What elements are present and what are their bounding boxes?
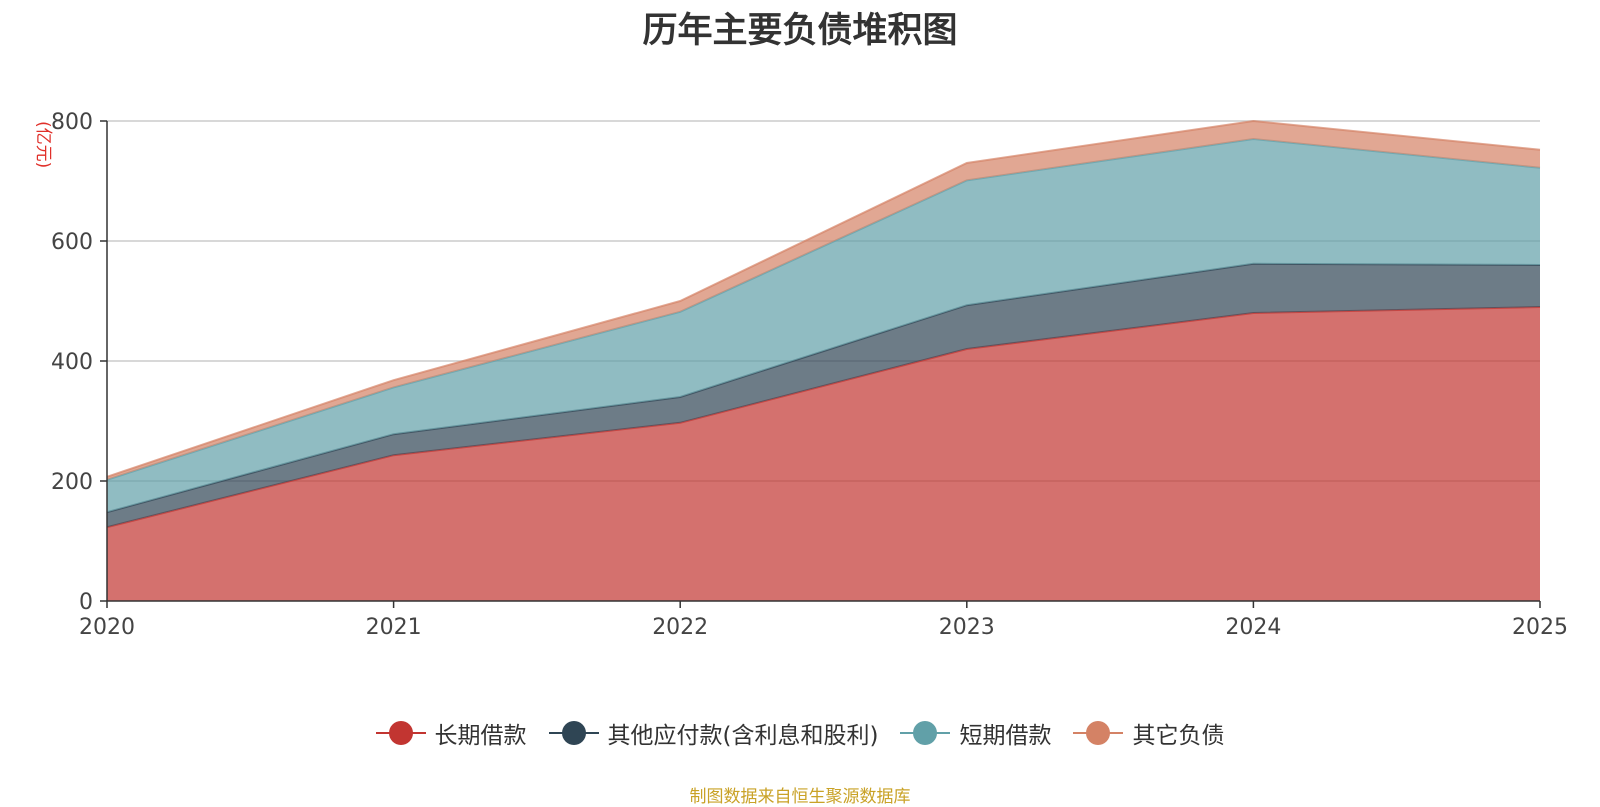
area-series-1 [107,263,1540,528]
legend-label: 长期借款 [434,723,527,749]
area-series-line-3 [106,119,1541,478]
x-tick-label: 2020 [79,615,135,640]
area-series-2 [107,139,1540,513]
x-tick-label: 2024 [1225,615,1281,640]
legend-marker-icon [900,720,951,746]
y-tick-label: 200 [51,470,93,495]
chart-title: 历年主要负债堆积图 [642,11,958,51]
source-note: 制图数据来自恒生聚源数据库 [689,787,911,807]
legend-marker-icon [375,720,426,746]
axis-layer: 0 200 400 600 800 2020 2021 2022 2023 2024 2025 [51,110,1568,640]
x-tick-label: 2025 [1512,615,1568,640]
x-tick-label: 2021 [366,615,422,640]
legend-label: 其它负债 [1132,723,1225,749]
legend-item-0[interactable]: 长期借款 [375,716,527,750]
x-tick-label: 2022 [652,615,708,640]
area-layer [106,119,1541,601]
y-tick-label: 400 [51,350,93,375]
legend: 长期借款 其他应付款(含利息和股利) 短期借款 其它负债 [0,716,1600,750]
y-tick-label: 800 [51,110,93,135]
area-series-0 [107,307,1540,601]
legend-item-1[interactable]: 其他应付款(含利息和股利) [548,716,879,750]
y-axis-unit-label: (亿元) [33,121,53,168]
legend-item-2[interactable]: 短期借款 [900,716,1051,750]
legend-label: 短期借款 [959,723,1052,749]
legend-item-3[interactable]: 其它负债 [1073,716,1224,750]
x-tick-label: 2023 [939,615,995,640]
y-tick-label: 600 [51,230,93,255]
y-tick-label: 0 [79,590,93,615]
legend-marker-icon [548,720,599,746]
legend-label: 其他应付款(含利息和股利) [607,723,879,749]
legend-marker-icon [1073,720,1124,746]
